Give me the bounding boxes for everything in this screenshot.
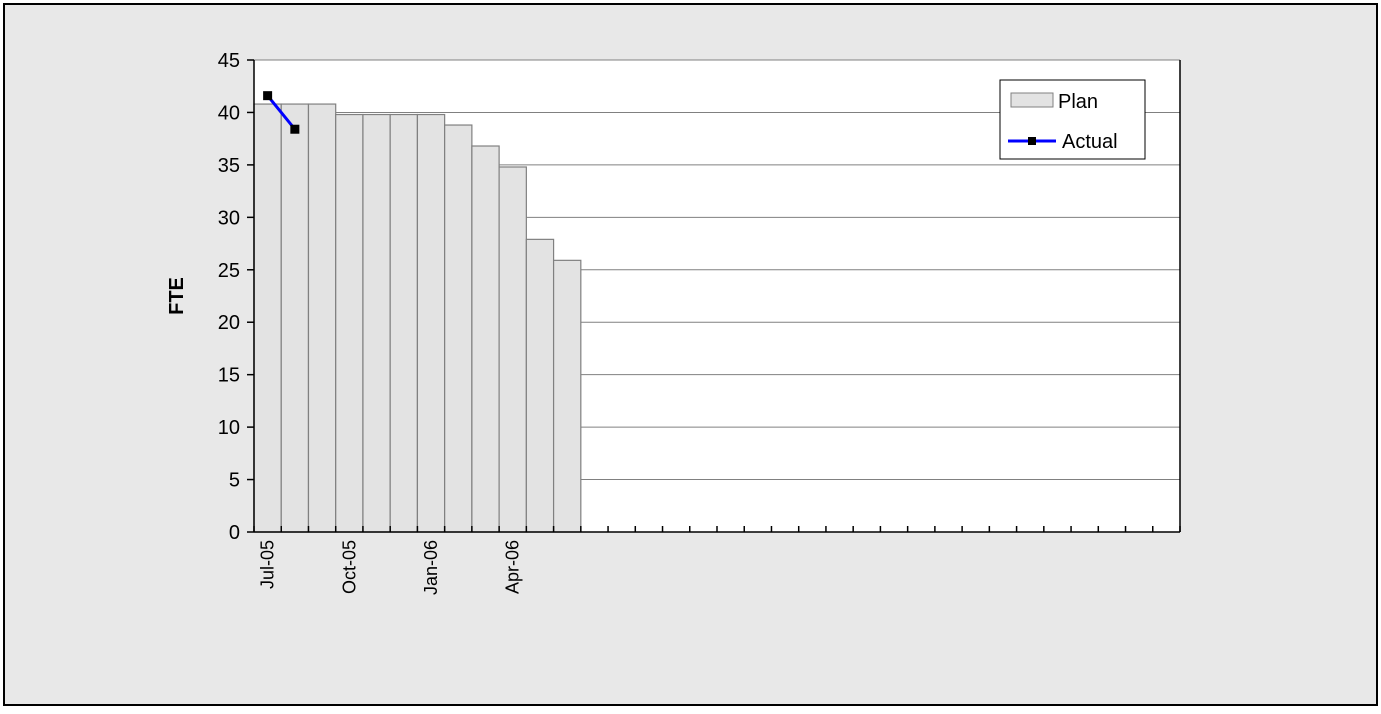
y-tick-label: 30 <box>218 207 240 229</box>
y-axis-title: FTE <box>166 277 188 315</box>
x-tick-label: Jan-06 <box>421 540 441 595</box>
actual-marker <box>290 124 300 134</box>
y-tick-label: 10 <box>218 417 240 439</box>
y-tick-label: 15 <box>218 365 240 387</box>
plan-bar <box>444 124 473 533</box>
y-tick-label: 40 <box>218 102 240 124</box>
plan-bar <box>498 166 527 533</box>
actual-line <box>266 94 297 131</box>
x-tick-label: Apr-06 <box>503 540 523 594</box>
y-tick-label: 5 <box>229 470 240 492</box>
y-tick-label: 20 <box>218 312 240 334</box>
plan-bar <box>389 113 419 533</box>
plan-bar <box>307 103 337 533</box>
plan-bar <box>471 145 500 533</box>
plan-bar <box>335 113 364 533</box>
actual-marker <box>263 91 273 101</box>
y-tick-label: 45 <box>218 50 240 72</box>
x-tick-label: Jul-05 <box>258 540 278 589</box>
plan-bar <box>253 103 282 533</box>
plan-bar <box>525 238 555 533</box>
axes: 0 5 10 15 20 25 30 35 40 45 Jul-05 Oct-05 Jan-06 Apr-… <box>218 50 1181 595</box>
legend: Plan Actual <box>999 79 1146 160</box>
y-tick-label: 35 <box>218 155 240 177</box>
legend-actual-label: Actual <box>1062 131 1118 153</box>
actual-line-series <box>263 91 300 134</box>
x-tick-label: Oct-05 <box>339 540 359 594</box>
legend-plan-label: Plan <box>1058 91 1098 113</box>
legend-actual-marker <box>1028 137 1036 145</box>
plan-bars <box>253 103 582 533</box>
plan-bar <box>416 113 446 533</box>
plan-bar <box>552 259 582 533</box>
y-tick-label: 25 <box>218 260 240 282</box>
plan-bar <box>280 103 310 533</box>
legend-plan-swatch <box>1010 92 1054 108</box>
y-tick-label: 0 <box>229 522 240 544</box>
plan-bar <box>362 113 391 533</box>
